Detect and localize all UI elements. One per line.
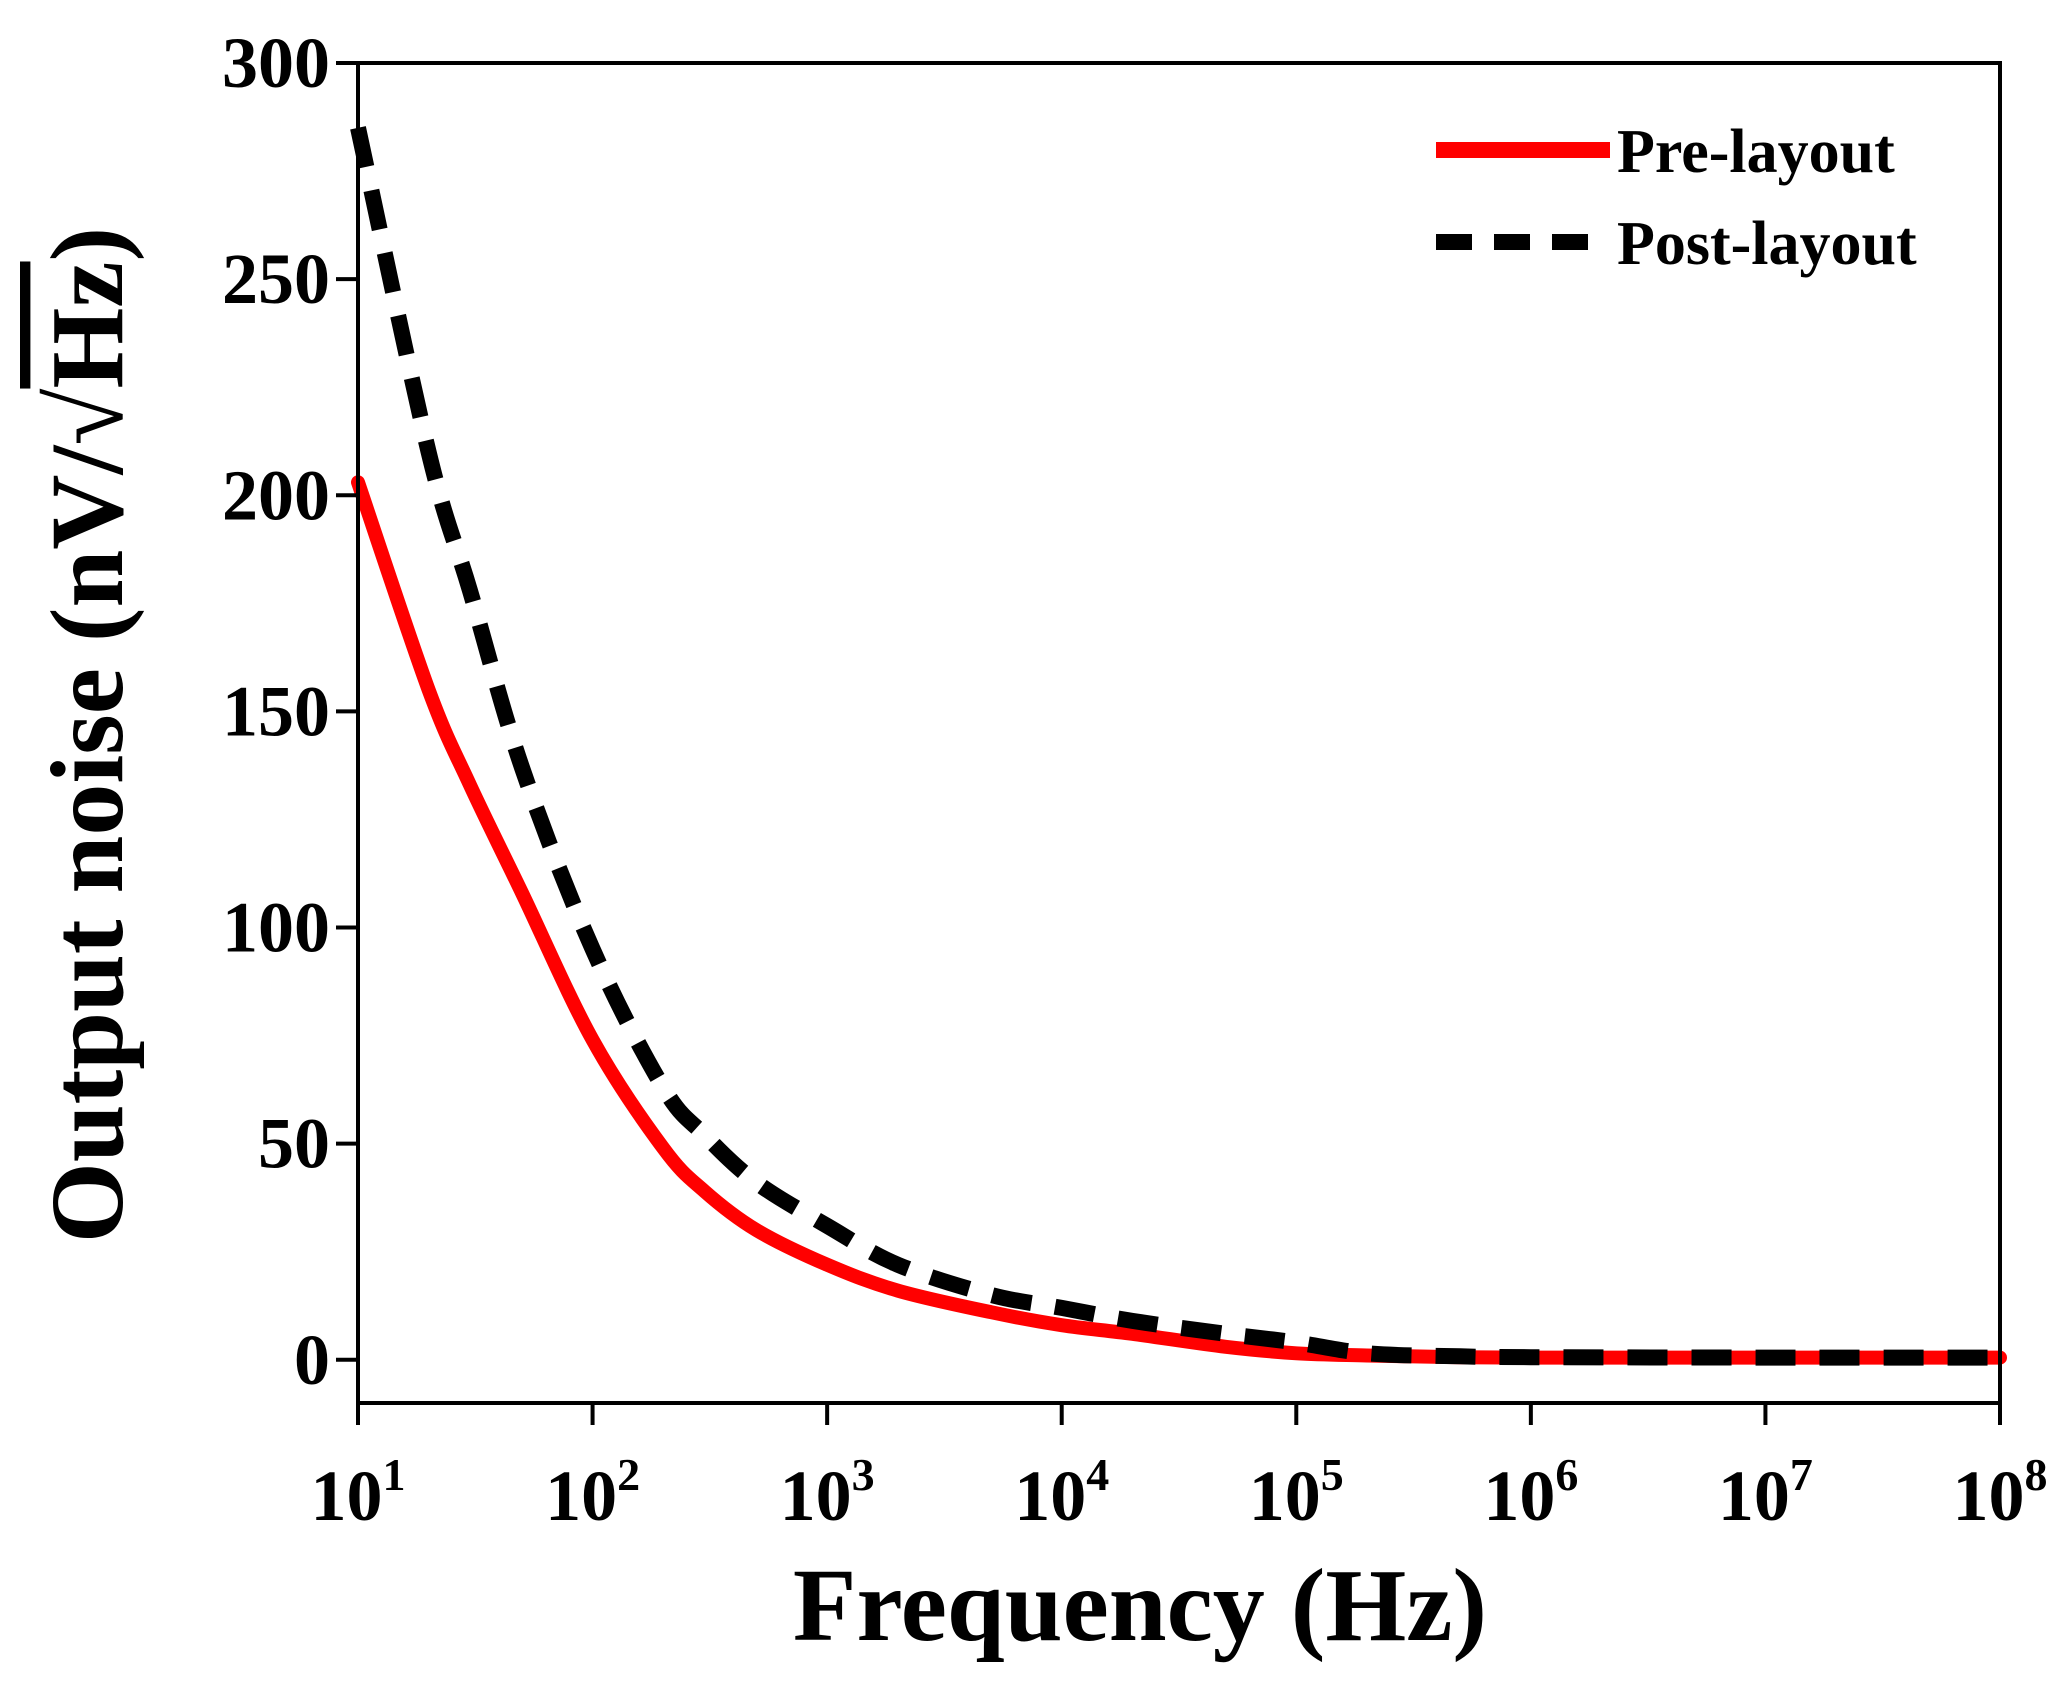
x-tick-base: 10 [1483, 1456, 1555, 1536]
x-tick-label: 101 [311, 1449, 406, 1536]
x-axis-title: Frequency (Hz) [793, 1548, 1487, 1663]
x-tick-base: 10 [311, 1456, 383, 1536]
series-line-post-layout [350, 126, 2001, 1366]
x-tick-label: 103 [780, 1449, 875, 1536]
x-tick-exponent: 7 [1790, 1449, 1813, 1500]
series-layer [350, 126, 2007, 1366]
x-tick-exponent: 4 [1086, 1449, 1109, 1500]
y-axis-title-suffix: ) [30, 227, 145, 262]
x-tick-label: 102 [545, 1449, 640, 1536]
x-tick-base: 10 [780, 1456, 852, 1536]
x-tick-label: 108 [1953, 1449, 2048, 1536]
legend-label: Pre-layout [1617, 118, 1895, 186]
y-tick-label: 250 [222, 239, 330, 319]
x-tick-exponent: 2 [617, 1449, 640, 1500]
y-axis-title-prefix: Output noise (nV/ [30, 445, 145, 1244]
x-tick-exponent: 3 [852, 1449, 875, 1500]
x-tick-base: 10 [1953, 1456, 2025, 1536]
x-tick-exponent: 8 [2025, 1449, 2048, 1500]
x-tick-exponent: 6 [1555, 1449, 1578, 1500]
x-tick-exponent: 5 [1321, 1449, 1344, 1500]
plot-frame [356, 61, 2002, 1405]
x-tick-base: 10 [1014, 1456, 1086, 1536]
y-axis-title-radical: √ [30, 389, 145, 446]
x-tick-label: 106 [1483, 1449, 1578, 1536]
y-tick-label: 150 [222, 671, 330, 751]
x-tick-label: 104 [1014, 1449, 1109, 1536]
x-tick-label: 105 [1249, 1449, 1344, 1536]
x-tick-label: 107 [1718, 1449, 1813, 1536]
y-tick-label: 300 [222, 23, 330, 103]
legend-label: Post-layout [1617, 210, 1917, 278]
x-tick-base: 10 [1718, 1456, 1790, 1536]
legend: Pre-layout Post-layout [1436, 118, 1917, 278]
y-tick-label: 50 [258, 1104, 330, 1184]
x-tick-base: 10 [545, 1456, 617, 1536]
series-line-pre-layout [351, 475, 2007, 1365]
y-axis-title-radicand: Hz [30, 261, 145, 388]
y-tick-label: 0 [294, 1320, 330, 1400]
y-tick-label: 100 [222, 888, 330, 968]
y-tick-label: 200 [222, 455, 330, 535]
x-tick-base: 10 [1249, 1456, 1321, 1536]
x-tick-exponent: 1 [383, 1449, 406, 1500]
y-axis-title: Output noise (nV/√Hz) [30, 227, 145, 1243]
axis-layer: 101 102 103 104 105 106 107 1080501001502002503… [222, 23, 2048, 1536]
